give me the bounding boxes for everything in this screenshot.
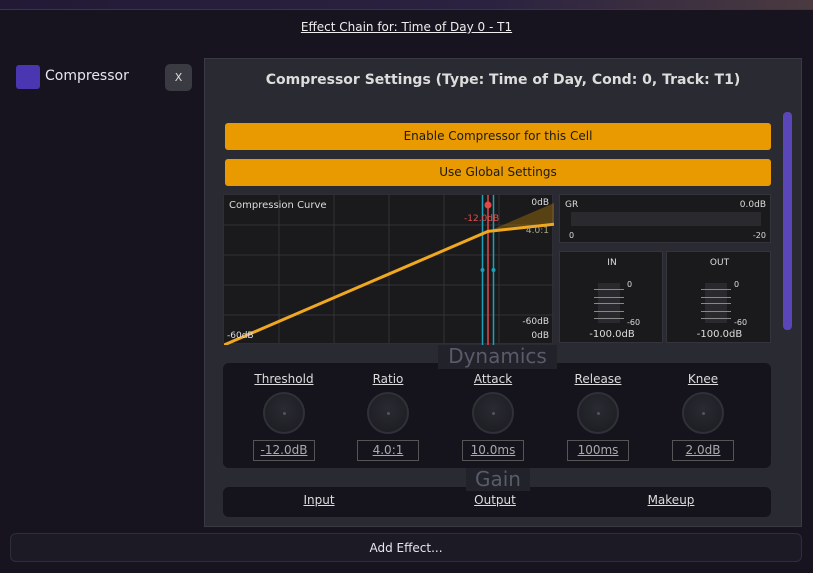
effect-color-swatch xyxy=(16,65,40,89)
out-label: OUT xyxy=(709,258,730,268)
threshold-handle xyxy=(484,201,492,209)
attack-label: Attack xyxy=(473,372,513,386)
release-label: Release xyxy=(574,372,622,386)
out-level-bar xyxy=(701,283,731,323)
threshold-label: Threshold xyxy=(254,372,314,386)
in-level-bar xyxy=(594,283,624,323)
ratio-knob[interactable] xyxy=(367,392,409,434)
in-label: IN xyxy=(607,258,617,268)
curve-x-max-label: 0dB xyxy=(531,331,549,341)
ratio-value-field[interactable]: 4.0:1 xyxy=(357,440,419,461)
compression-area xyxy=(488,203,554,232)
curve-title: Compression Curve xyxy=(229,200,327,211)
input-gain-label: Input xyxy=(303,493,335,507)
release-knob[interactable] xyxy=(577,392,619,434)
output-meter: OUT 0 -60 -100.0dB xyxy=(666,251,771,343)
gr-value: 0.0dB xyxy=(739,200,766,210)
enable-compressor-button[interactable]: Enable Compressor for this Cell xyxy=(225,123,771,150)
threshold-knob[interactable] xyxy=(263,392,305,434)
background-strip xyxy=(0,0,813,10)
ratio-label: 4.0:1 xyxy=(525,226,549,236)
gr-label: GR xyxy=(565,200,579,210)
makeup-gain-label: Makeup xyxy=(647,493,695,507)
in-value: -100.0dB xyxy=(589,329,635,340)
in-top-label: 0 xyxy=(627,280,633,289)
attack-value-field[interactable]: 10.0ms xyxy=(462,440,524,461)
compression-curve-graph[interactable]: Compression Curve 0dB -12.0dB 4.0:1 -60d… xyxy=(223,194,554,345)
out-top-label: 0 xyxy=(734,280,740,289)
settings-title: Compressor Settings (Type: Time of Day, … xyxy=(265,72,741,88)
curve-top-right-label: 0dB xyxy=(531,198,549,208)
effect-item-compressor[interactable]: Compressor xyxy=(45,68,129,84)
release-value-field[interactable]: 100ms xyxy=(567,440,629,461)
curve-x-min-label: -60dB xyxy=(227,331,254,341)
gain-title: Gain xyxy=(466,468,530,491)
dynamics-title: Dynamics xyxy=(438,345,557,369)
attack-knob[interactable] xyxy=(472,392,514,434)
threshold-value-field[interactable]: -12.0dB xyxy=(253,440,315,461)
knee-value-field[interactable]: 2.0dB xyxy=(672,440,734,461)
curve-svg xyxy=(224,195,554,345)
scrollbar-thumb[interactable] xyxy=(783,112,792,330)
ratio-label: Ratio xyxy=(372,372,404,386)
transfer-curve xyxy=(224,222,554,345)
gr-min-label: 0 xyxy=(569,231,575,240)
curve-y-min-label: -60dB xyxy=(522,317,549,327)
use-global-settings-button[interactable]: Use Global Settings xyxy=(225,159,771,186)
knee-label: Knee xyxy=(687,372,719,386)
gr-bar xyxy=(571,212,761,226)
knee-knob[interactable] xyxy=(682,392,724,434)
add-effect-button[interactable]: Add Effect... xyxy=(10,533,802,562)
output-gain-label: Output xyxy=(474,493,516,507)
gain-reduction-meter: GR 0.0dB 0 -20 xyxy=(559,194,771,243)
threshold-label: -12.0dB xyxy=(464,214,500,224)
gr-max-label: -20 xyxy=(752,231,766,240)
remove-effect-button[interactable]: X xyxy=(165,64,192,91)
input-meter: IN 0 -60 -100.0dB xyxy=(559,251,663,343)
knee-handle-left xyxy=(480,268,485,272)
window-title: Effect Chain for: Time of Day 0 - T1 xyxy=(300,20,513,34)
gain-section xyxy=(223,487,771,517)
out-value: -100.0dB xyxy=(696,329,743,340)
knee-handle-right xyxy=(491,268,496,272)
out-bottom-label: -60 xyxy=(734,318,748,327)
in-bottom-label: -60 xyxy=(627,318,641,327)
